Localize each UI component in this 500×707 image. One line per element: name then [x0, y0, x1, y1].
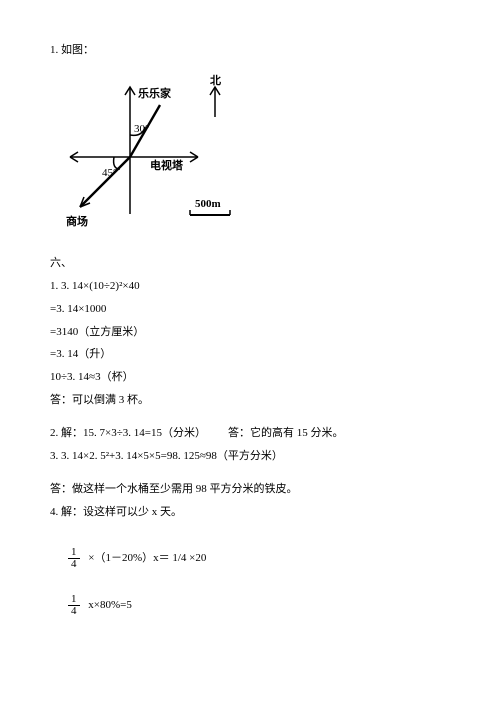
- label-mall: 商场: [66, 214, 88, 228]
- label-north: 北: [210, 73, 221, 87]
- p4-line1: 4. 解：设这样可以少 x 天。: [50, 502, 450, 523]
- p1-line2: =3. 14×1000: [50, 299, 450, 320]
- p2-line: 2. 解：15. 7×3÷3. 14=15（分米） 答：它的高有 15 分米。: [50, 423, 450, 444]
- label-tvtower: 电视塔: [150, 158, 184, 172]
- p1-line4: =3. 14（升）: [50, 344, 450, 365]
- fraction-2: 1 4: [68, 594, 80, 617]
- fraction-1: 1 4: [68, 547, 80, 570]
- label-angle-30: 30°: [134, 123, 149, 135]
- section-six: 六、: [50, 253, 450, 274]
- eq2-rest: x×80%=5: [88, 599, 132, 611]
- p1-line5: 10÷3. 14≈3（杯）: [50, 367, 450, 388]
- p1-line3: =3140（立方厘米）: [50, 322, 450, 343]
- label-angle-45: 45°: [102, 167, 117, 179]
- label-scale: 500m: [195, 198, 221, 210]
- equation-1: 1 4 ×（1－20%）x＝ 1/4 ×20: [50, 547, 450, 570]
- question-1-header: 1. 如图：: [50, 40, 450, 61]
- p1-line1: 1. 3. 14×(10÷2)²×40: [50, 276, 450, 297]
- p1-answer: 答：可以倒满 3 杯。: [50, 390, 450, 411]
- direction-diagram: 乐乐家 北 30° 电视塔 45° 商场 500m: [50, 69, 250, 239]
- p3-answer: 答：做这样一个水桶至少需用 98 平方分米的铁皮。: [50, 479, 450, 500]
- eq1-rest: ×（1－20%）x＝ 1/4 ×20: [88, 552, 206, 564]
- p3-line1: 3. 3. 14×2. 5²+3. 14×5×5=98. 125≈98（平方分米…: [50, 446, 450, 467]
- equation-2: 1 4 x×80%=5: [50, 594, 450, 617]
- label-home: 乐乐家: [138, 86, 172, 100]
